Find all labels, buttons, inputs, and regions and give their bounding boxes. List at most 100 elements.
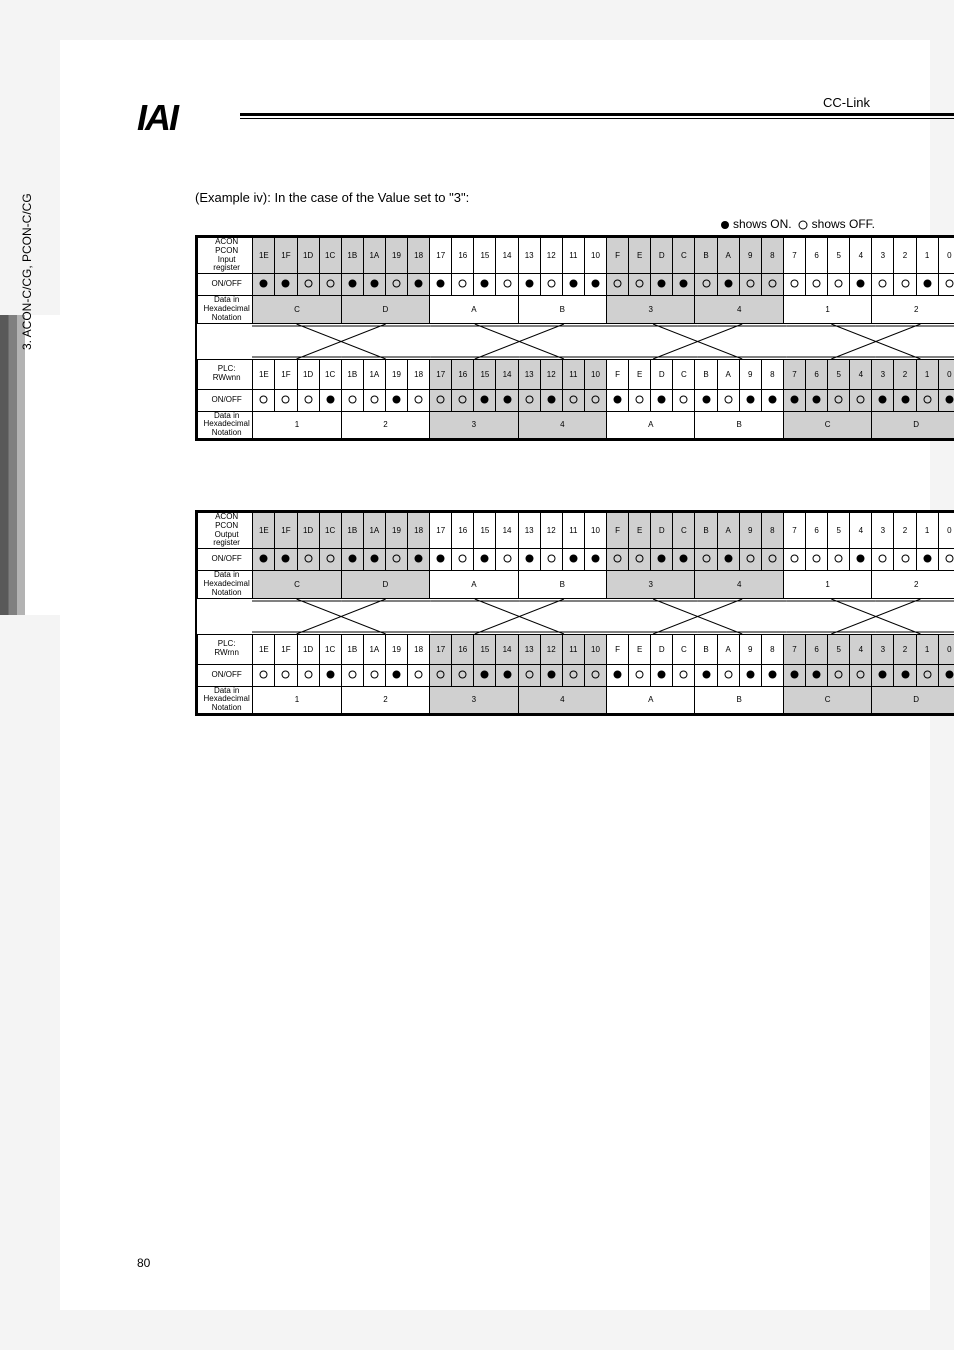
bit-cell — [474, 389, 496, 411]
hex-cell: C — [253, 296, 341, 323]
bit-header: E — [629, 513, 651, 549]
bit-header: 5 — [828, 359, 850, 389]
bit-header: C — [673, 634, 695, 664]
bit-header: 1C — [319, 238, 341, 274]
bit-cell — [894, 664, 916, 686]
bit-cell — [275, 274, 297, 296]
bit-header: 0 — [938, 634, 954, 664]
bit-cell — [872, 389, 894, 411]
bit-cell — [408, 274, 430, 296]
bit-cell — [408, 664, 430, 686]
bit-cell — [828, 549, 850, 571]
hex-cell: 3 — [430, 686, 518, 713]
bit-cell — [430, 274, 452, 296]
bit-header: 0 — [938, 513, 954, 549]
bit-cell — [806, 664, 828, 686]
bit-cell — [253, 274, 275, 296]
bit-cell — [850, 274, 872, 296]
bit-header: 14 — [496, 513, 518, 549]
hex-cell: D — [341, 296, 429, 323]
bit-header: 14 — [496, 359, 518, 389]
bit-header: 15 — [474, 238, 496, 274]
hex-cell: A — [430, 296, 518, 323]
hex-cell: A — [430, 571, 518, 598]
bit-cell — [474, 664, 496, 686]
bit-header: 8 — [761, 513, 783, 549]
bit-header: 17 — [430, 513, 452, 549]
bit-header: 1B — [341, 634, 363, 664]
bit-header: 3 — [872, 513, 894, 549]
hex-cell: 1 — [783, 571, 871, 598]
bit-header: 1A — [363, 238, 385, 274]
bit-cell — [253, 549, 275, 571]
bit-header: 14 — [496, 634, 518, 664]
bit-cell — [385, 274, 407, 296]
bit-cell — [938, 664, 954, 686]
bit-header: 15 — [474, 634, 496, 664]
bit-header: 0 — [938, 359, 954, 389]
legend: shows ON. shows OFF. — [720, 217, 875, 231]
register-label: ACONPCONInputregister — [198, 238, 253, 274]
bit-cell — [385, 389, 407, 411]
bit-cell — [607, 274, 629, 296]
hex-label: Data inHexadecimalNotation — [198, 686, 253, 713]
hex-cell: C — [783, 686, 871, 713]
bit-cell — [363, 664, 385, 686]
bit-cell — [562, 549, 584, 571]
bit-cell — [806, 549, 828, 571]
bit-header: 1A — [363, 359, 385, 389]
bit-cell — [275, 664, 297, 686]
bit-header: 1D — [297, 238, 319, 274]
bit-header: 12 — [540, 634, 562, 664]
logo: IAI — [137, 97, 177, 139]
bit-cell — [319, 389, 341, 411]
bit-cell — [584, 389, 606, 411]
bit-cell — [452, 549, 474, 571]
bit-header: D — [651, 238, 673, 274]
bit-cell — [341, 389, 363, 411]
bit-header: 18 — [408, 359, 430, 389]
bit-header: 10 — [584, 238, 606, 274]
hex-cell: 1 — [253, 411, 341, 438]
bit-header: 16 — [452, 359, 474, 389]
bit-header: 0 — [938, 238, 954, 274]
bit-header: 2 — [894, 513, 916, 549]
bit-header: 10 — [584, 513, 606, 549]
bit-header: 8 — [761, 359, 783, 389]
bit-cell — [938, 549, 954, 571]
bit-header: 6 — [806, 634, 828, 664]
bit-header: F — [607, 513, 629, 549]
bit-header: 17 — [430, 634, 452, 664]
bit-cell — [584, 549, 606, 571]
bit-header: E — [629, 359, 651, 389]
bit-cell — [850, 549, 872, 571]
bit-header: 12 — [540, 513, 562, 549]
hex-cell: 3 — [430, 411, 518, 438]
bit-cell — [651, 389, 673, 411]
bit-cell — [673, 389, 695, 411]
bit-cell — [761, 664, 783, 686]
hex-cell: 2 — [341, 686, 429, 713]
bit-cell — [341, 664, 363, 686]
hex-cell: B — [695, 411, 783, 438]
hex-label: Data inHexadecimalNotation — [198, 571, 253, 598]
bit-cell — [916, 549, 938, 571]
side-label: 3. ACON-C/CG, PCON-C/CG — [20, 193, 34, 350]
bit-cell — [562, 389, 584, 411]
bit-cell — [275, 549, 297, 571]
bit-cell — [518, 274, 540, 296]
bit-header: E — [629, 238, 651, 274]
bit-cell — [872, 274, 894, 296]
bit-cell — [363, 549, 385, 571]
hex-cell: D — [872, 411, 954, 438]
bit-header: 10 — [584, 634, 606, 664]
bit-header: 12 — [540, 359, 562, 389]
bit-header: 5 — [828, 513, 850, 549]
bit-cell — [341, 549, 363, 571]
bit-cell — [938, 274, 954, 296]
hex-cell: A — [607, 686, 695, 713]
onoff-label: ON/OFF — [198, 664, 253, 686]
bit-cell — [673, 549, 695, 571]
bit-cell — [850, 389, 872, 411]
bit-cell — [562, 664, 584, 686]
